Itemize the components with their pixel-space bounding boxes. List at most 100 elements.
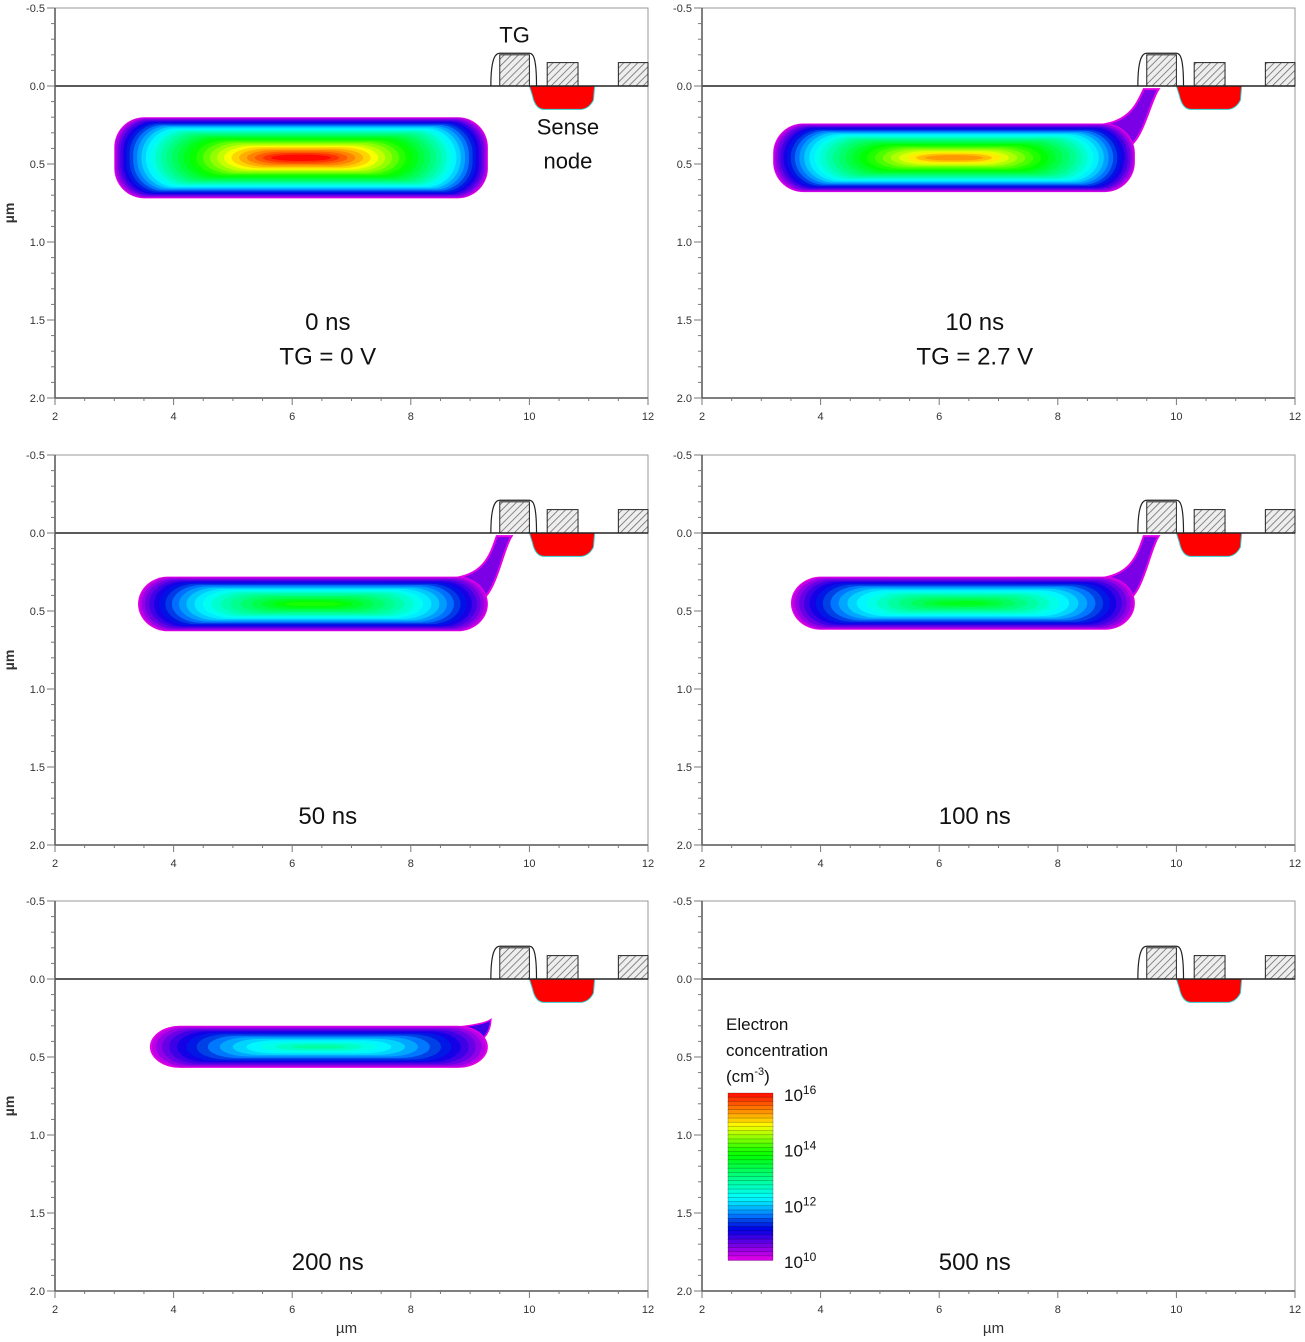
tg-label: TG [499,22,530,47]
x-tick-label: 6 [289,411,295,423]
y-tick-label: -0.5 [673,896,692,908]
electron-packet [149,1017,492,1068]
y-tick-label: 1.5 [30,762,45,774]
y-tick-label: 1.0 [677,1130,692,1142]
x-tick-label: 4 [171,858,177,870]
x-tick-label: 10 [523,1304,535,1316]
y-tick-label: -0.5 [26,450,45,462]
y-tick-label: 0.5 [30,159,45,171]
x-tick-label: 8 [408,858,414,870]
colorbar-tick-label: 1010 [784,1250,817,1272]
x-tick-label: 12 [1289,1304,1301,1316]
reset-gate [1193,509,1226,534]
x-tick-label: 2 [699,411,705,423]
time-label: 500 ns [939,1249,1011,1276]
y-tick-label: 2.0 [30,1286,45,1298]
y-tick-label: 0.0 [30,974,45,986]
x-tick-label: 4 [818,858,824,870]
unit-part: -3 [754,1066,764,1078]
x-tick-label: 8 [1055,858,1061,870]
reset-gate [546,509,579,534]
tick-exponent: 12 [803,1194,817,1208]
colorbar-unit: (cm-3) [726,1066,770,1086]
panel-3: -0.5 0.0 0.5 1.0 1.5 2.0 2 4 6 8 10 12 µm 50 ns [1,450,654,870]
panel-1: -0.5 0.0 0.5 1.0 1.5 2.0 2 4 6 8 10 12 µm 0 ns TG = 0 … [1,3,654,423]
tick-base: 10 [784,1197,803,1216]
condition-label: TG = 2.7 V [916,343,1033,370]
x-tick-label: 10 [1170,411,1182,423]
x-tick-label: 8 [408,411,414,423]
y-tick-label: 0.5 [677,606,692,618]
reset-gate [546,955,579,980]
y-axis-label: µm [1,650,17,671]
reset-gate [1193,62,1226,87]
transfer-gate [1146,501,1177,534]
gate-3 [617,62,649,87]
y-tick-label: 0.0 [677,81,692,93]
y-tick-label: 1.0 [30,684,45,696]
tick-exponent: 16 [803,1083,817,1097]
y-tick-label: 2.0 [30,393,45,405]
tick-base: 10 [784,1086,803,1105]
sense-node [528,85,596,110]
y-tick-label: 2.0 [30,840,45,852]
transfer-gate [1146,947,1177,980]
colorbar-tick-label: 1016 [784,1083,817,1105]
x-axis-label: µm [983,1320,1004,1337]
x-tick-label: 6 [936,858,942,870]
time-label: 10 ns [945,309,1004,336]
y-tick-label: 1.0 [30,237,45,249]
y-tick-label: 0.0 [677,974,692,986]
y-tick-label: -0.5 [26,896,45,908]
tg-spacer [1137,52,1185,87]
y-tick-label: 2.0 [677,840,692,852]
y-axis-label: µm [1,203,17,224]
y-tick-label: 0.0 [30,81,45,93]
x-tick-label: 8 [1055,1304,1061,1316]
y-tick-label: 0.5 [30,1052,45,1064]
panel-4: -0.5 0.0 0.5 1.0 1.5 2.0 2 4 6 8 10 12 100 ns [673,450,1301,870]
gate-3 [1264,62,1296,87]
panel-5: -0.5 0.0 0.5 1.0 1.5 2.0 2 4 6 8 10 12 µm µm 200 ns [1,896,654,1337]
sense-node-label: Sense [537,114,599,139]
colorbar-tick-label: 1012 [784,1194,817,1216]
transfer-gate [499,501,530,534]
tg-spacer [490,52,538,87]
y-tick-label: 0.0 [30,528,45,540]
contour-level [271,154,331,162]
y-tick-label: 1.0 [677,237,692,249]
y-tick-label: -0.5 [26,3,45,15]
colorbar-title: Electron [726,1015,788,1034]
electron-packet [138,535,514,632]
sense-node [1175,532,1243,557]
x-tick-label: 6 [289,858,295,870]
electron-packet [114,117,488,199]
x-tick-label: 2 [699,858,705,870]
x-tick-label: 2 [699,1304,705,1316]
colorbar-title: concentration [726,1041,828,1060]
x-tick-label: 2 [52,858,58,870]
y-tick-label: -0.5 [673,450,692,462]
tg-spacer [1137,499,1185,534]
x-tick-label: 12 [1289,858,1301,870]
colorbar-tick-label: 1014 [784,1139,817,1161]
contour-level [291,1045,346,1049]
y-tick-label: -0.5 [673,3,692,15]
x-tick-label: 2 [52,1304,58,1316]
x-tick-label: 6 [289,1304,295,1316]
tg-spacer [1137,945,1185,980]
y-tick-label: 1.5 [30,1208,45,1220]
transfer-gate [1146,54,1177,87]
y-tick-label: 1.0 [30,1130,45,1142]
x-tick-label: 12 [642,411,654,423]
sense-node [1175,978,1243,1003]
x-tick-label: 12 [642,858,654,870]
tick-base: 10 [784,1142,803,1161]
unit-part: ) [764,1067,770,1086]
x-tick-label: 2 [52,411,58,423]
x-tick-label: 10 [1170,1304,1182,1316]
y-tick-label: 2.0 [677,1286,692,1298]
y-tick-label: 0.5 [30,606,45,618]
tick-exponent: 14 [803,1139,817,1153]
